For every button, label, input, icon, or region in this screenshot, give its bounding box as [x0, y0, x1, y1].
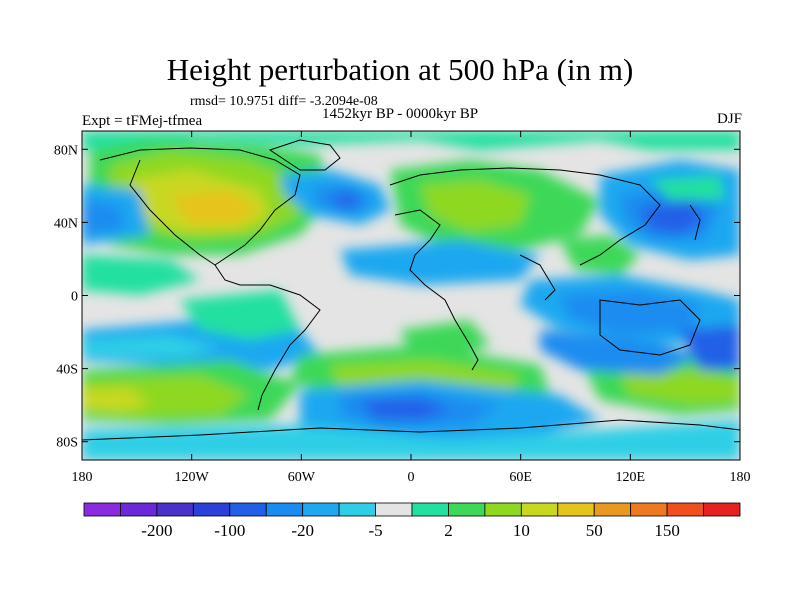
lat-tick-label: 80S: [56, 436, 78, 451]
lat-tick-label: 80N: [54, 143, 78, 158]
season-label: DJF: [716, 111, 742, 127]
colorbar-swatch: [229, 502, 267, 517]
colorbar-swatch: [120, 502, 158, 517]
colorbar-swatch: [448, 502, 486, 517]
map-title: Height perturbation at 500 hPa (in m): [166, 52, 634, 87]
colorbar-swatch: [265, 502, 304, 517]
colorbar-swatch: [703, 502, 741, 517]
lon-tick-label: 0: [408, 470, 415, 485]
colorbar-swatch: [593, 502, 632, 517]
stats-line: rmsd= 10.9751 diff= -3.2094e-08: [190, 94, 378, 109]
colorbar-swatch: [192, 502, 231, 517]
height-field: [82, 131, 740, 460]
longitude-axis: 180 120W 60W 0 60E 120E 180: [72, 131, 751, 485]
colorbar-swatch: [302, 502, 340, 517]
colorbar-swatch: [411, 502, 449, 517]
coastlines: [82, 139, 740, 441]
latitude-axis: 80N 40N 0 40S 80S: [54, 143, 740, 451]
colorbar-swatch: [557, 502, 595, 517]
colorbar-swatch: [338, 502, 376, 517]
colorbar-label: -100: [214, 521, 245, 540]
lon-tick-label: 180: [72, 470, 93, 485]
colorbar-label: 150: [654, 521, 680, 540]
lat-tick-label: 0: [71, 290, 78, 305]
lon-tick-label: 120W: [175, 470, 210, 485]
experiment-label: Expt = tFMej-tfmea: [82, 113, 203, 129]
colorbar-label: 2: [444, 521, 453, 540]
colorbar-swatch: [375, 502, 413, 517]
colorbar-swatch: [630, 502, 668, 517]
colorbar-label: -20: [291, 521, 314, 540]
lon-tick-label: 60E: [509, 470, 532, 485]
lat-tick-label: 40S: [56, 363, 78, 378]
colorbar-label: -200: [141, 521, 172, 540]
colorbar-label: 50: [586, 521, 603, 540]
lat-tick-label: 40N: [54, 216, 78, 231]
colorbar-label: -5: [368, 521, 382, 540]
colorbar-label: 10: [513, 521, 530, 540]
lon-tick-label: 60W: [288, 470, 316, 485]
colorbar: -200 -100 -20 -5 2 10 50 150: [83, 502, 741, 540]
colorbar-swatch: [156, 502, 194, 517]
colorbar-swatch: [484, 502, 522, 517]
colorbar-swatch: [520, 502, 559, 517]
colorbar-swatch: [83, 502, 121, 517]
lon-tick-label: 180: [730, 470, 751, 485]
lon-tick-label: 120E: [616, 470, 646, 485]
colorbar-swatch: [666, 502, 704, 517]
period-line: 1452kyr BP - 0000kyr BP: [322, 106, 479, 122]
